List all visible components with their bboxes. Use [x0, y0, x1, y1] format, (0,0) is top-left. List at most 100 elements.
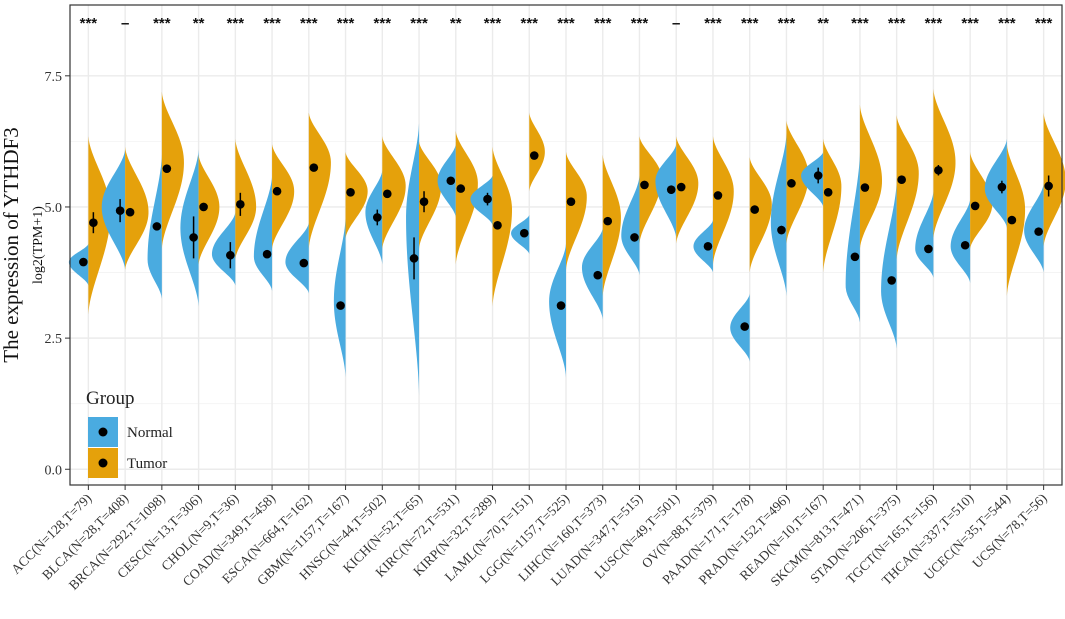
- violin-tumor: [88, 136, 111, 315]
- violin-tumor: [198, 154, 220, 265]
- significance-label: ***: [337, 15, 355, 32]
- mean-point-tumor: [787, 179, 796, 188]
- mean-point-normal: [556, 301, 566, 310]
- mean-point-normal: [703, 242, 713, 251]
- mean-point-tumor: [529, 151, 539, 160]
- violin-normal: [180, 149, 199, 307]
- mean-point-normal: [850, 252, 860, 262]
- violin-normal: [693, 220, 713, 273]
- significance-label: ***: [80, 15, 98, 32]
- violin-tumor: [970, 151, 993, 249]
- mean-point-normal: [226, 250, 235, 260]
- violin-normal: [549, 243, 566, 378]
- violin-normal: [211, 212, 236, 286]
- mean-point-normal: [593, 270, 603, 280]
- mean-point-tumor: [456, 184, 466, 193]
- mean-point-tumor: [676, 182, 686, 192]
- significance-label: ***: [153, 15, 171, 32]
- significance-label: ***: [410, 15, 428, 32]
- mean-point-normal: [409, 254, 419, 263]
- mean-point-normal: [79, 257, 88, 267]
- significance-label: –: [121, 15, 129, 32]
- mean-point-normal: [262, 249, 272, 259]
- mean-point-tumor: [89, 218, 98, 228]
- violin-tumor: [639, 136, 662, 244]
- mean-point-tumor: [162, 164, 172, 173]
- mean-point-normal: [152, 222, 162, 231]
- significance-label: ***: [374, 15, 392, 32]
- significance-label: ***: [704, 15, 722, 32]
- mean-point-normal: [1034, 227, 1043, 236]
- mean-point-normal: [372, 213, 382, 222]
- violin-tumor: [786, 120, 809, 244]
- y-tick-label: 0.0: [45, 463, 63, 478]
- significance-layer: *** – *** ** *** *** *** *** *** *** ** *** *** *** **…: [80, 15, 1053, 32]
- y-axis-subtitle-group: log2(TPM+1): [31, 206, 46, 284]
- violin-tumor: [602, 154, 621, 297]
- mean-point-normal: [740, 322, 750, 331]
- y-axis-subtitle: log2(TPM+1): [31, 206, 46, 284]
- violin-tumor: [676, 136, 699, 244]
- violin-tumor: [455, 130, 478, 265]
- mean-point-tumor: [713, 191, 723, 200]
- mean-point-normal: [960, 240, 970, 250]
- mean-point-tumor: [199, 202, 208, 212]
- significance-label: ***: [300, 15, 318, 32]
- violin-normal: [655, 144, 677, 239]
- mean-point-normal: [813, 171, 823, 180]
- violin-tumor: [308, 112, 331, 249]
- legend-normal-label: Normal: [127, 425, 173, 441]
- violin-normal: [581, 227, 603, 320]
- violin-tumor: [419, 141, 442, 249]
- significance-label: ***: [484, 15, 502, 32]
- violin-normal: [1024, 183, 1044, 273]
- y-tick-label: 5.0: [45, 201, 63, 216]
- mean-point-normal: [630, 233, 639, 242]
- violin-tumor: [749, 157, 772, 273]
- violin-tumor: [161, 91, 184, 249]
- legend-title: Group: [86, 388, 135, 409]
- significance-label: ***: [998, 15, 1016, 32]
- mean-point-tumor: [1044, 181, 1053, 191]
- mean-point-tumor: [823, 187, 833, 197]
- significance-label: **: [193, 15, 205, 32]
- y-axis-ticks: 0.0 2.5 5.0 7.5: [45, 70, 70, 478]
- violin-normal: [770, 133, 787, 297]
- mean-point-tumor: [346, 187, 355, 197]
- significance-label: ***: [851, 15, 869, 32]
- significance-label: **: [450, 15, 462, 32]
- violin-tumor: [859, 104, 883, 249]
- violin-tumor: [345, 151, 368, 239]
- violin-normal: [68, 243, 89, 286]
- mean-point-normal: [483, 194, 492, 204]
- violin-tumor: [566, 151, 587, 270]
- violin-normal: [845, 151, 860, 323]
- mean-point-normal: [777, 225, 786, 235]
- significance-label: ***: [888, 15, 906, 32]
- significance-label: **: [817, 15, 829, 32]
- mean-point-normal: [446, 176, 456, 186]
- violin-normal: [333, 217, 346, 378]
- mean-point-normal: [336, 301, 345, 310]
- legend: Group Normal Tumor: [86, 388, 173, 478]
- significance-label: –: [672, 15, 680, 32]
- significance-label: ***: [961, 15, 979, 32]
- violin-normal: [801, 151, 824, 207]
- y-tick-label: 7.5: [45, 70, 63, 85]
- violin-normal: [915, 191, 934, 278]
- significance-label: ***: [557, 15, 575, 32]
- mean-point-normal: [519, 228, 529, 238]
- violin-tumor: [125, 146, 149, 270]
- violin-normal: [984, 138, 1007, 228]
- legend-normal-dot: [98, 427, 108, 437]
- significance-label: ***: [521, 15, 539, 32]
- legend-tumor-dot: [98, 458, 108, 468]
- legend-tumor-label: Tumor: [127, 456, 167, 472]
- mean-point-tumor: [1007, 215, 1017, 225]
- mean-point-normal: [666, 185, 676, 194]
- mean-point-tumor: [970, 201, 980, 211]
- mean-point-tumor: [309, 163, 319, 172]
- mean-point-normal: [924, 244, 933, 254]
- y-axis-title: The expression of YTHDF3: [0, 127, 23, 362]
